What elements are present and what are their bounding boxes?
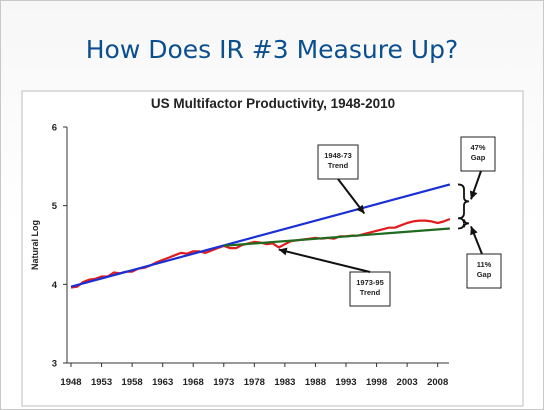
x-tick-label: 1953 <box>91 377 112 388</box>
trend-1948-73-line <box>70 183 451 288</box>
callout-1948-73-trend-text: 1948-73 Trend <box>324 151 352 170</box>
x-tick-label: 1948 <box>60 377 81 388</box>
callout-1973-95-trend: 1973-95 Trend <box>278 247 391 307</box>
y-tick-label: 3 <box>52 359 57 370</box>
trend-1973-95-line <box>223 227 450 247</box>
x-tick-label: 1998 <box>366 377 387 388</box>
x-tick-label: 1993 <box>335 377 356 388</box>
chart-title: US Multifactor Productivity, 1948-2010 <box>151 96 395 111</box>
callout-1973-95-trend-box <box>349 271 391 307</box>
callout-1973-95-trend-text: 1973-95 Trend <box>356 278 384 297</box>
callout-11-gap-box <box>466 253 502 289</box>
x-tick-label: 2008 <box>427 377 448 388</box>
x-tick-label: 1973 <box>213 377 234 388</box>
callout-arrow-head <box>470 226 478 236</box>
callout-arrow-head <box>469 190 478 200</box>
y-tick-label: 4 <box>52 280 58 291</box>
y-axis-label: Natural Log <box>30 220 40 270</box>
x-tick-label: 1988 <box>305 377 326 388</box>
callout-arrow-line <box>278 248 371 273</box>
series-group <box>70 183 451 289</box>
x-tick-label: 1963 <box>152 377 173 388</box>
chart-frame <box>21 90 524 407</box>
slide-title: How Does IR #3 Measure Up? <box>85 35 459 64</box>
x-tick-label: 1983 <box>274 377 295 388</box>
y-tick-label: 6 <box>52 123 57 134</box>
callout-47-gap: 47% Gap <box>460 136 496 200</box>
callout-1948-73-trend: 1948-73 Trend <box>317 144 366 215</box>
x-tick-label: 2003 <box>397 377 418 388</box>
callout-47-gap-box <box>460 136 496 172</box>
callout-arrow-head <box>356 204 365 214</box>
callout-47-gap-text: 47% Gap <box>470 143 485 162</box>
x-tick-label: 1978 <box>244 377 265 388</box>
y-ticks: 3 4 5 6 <box>52 123 67 370</box>
callout-11-gap: 11% Gap <box>466 225 502 289</box>
callout-arrow-head <box>278 247 288 256</box>
y-tick-label: 5 <box>52 201 58 212</box>
annotations: 1948-73 Trend 1973-95 Trend 47% Gap 11% Gap <box>278 136 502 307</box>
x-tick-label: 1968 <box>183 377 204 388</box>
x-tick-label: 1958 <box>122 377 143 388</box>
gap-11-brace <box>457 217 470 230</box>
gap-47-brace <box>457 183 470 220</box>
callout-11-gap-text: 11% Gap <box>477 260 492 279</box>
x-ticks: 1948 1953 1958 1963 1968 1973 1978 1983 1988 1993… <box>60 363 448 388</box>
